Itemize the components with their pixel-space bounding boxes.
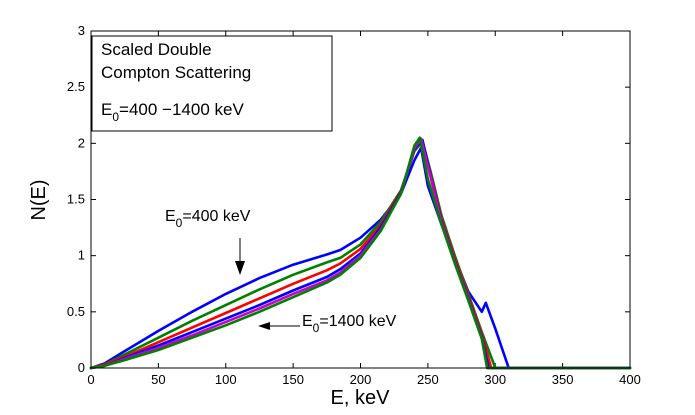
x-axis-label: E, keV (331, 387, 391, 409)
x-tick-label: 300 (484, 372, 506, 387)
arrow-down-icon (235, 261, 245, 275)
y-tick-label: 1 (78, 248, 85, 263)
legend-line-2: Compton Scattering (101, 63, 251, 82)
x-tick-label: 400 (619, 372, 641, 387)
y-tick-label: 3 (78, 23, 85, 38)
legend-line-1: Scaled Double (101, 40, 212, 59)
annotation-1400kev: E0=1400 keV (258, 313, 397, 335)
annotation-1400kev-prefix: E (302, 313, 313, 330)
x-tick-label: 150 (282, 372, 304, 387)
x-tick-label: 50 (151, 372, 165, 387)
annotation-400kev-label: E0=400 keV (165, 208, 251, 230)
x-tick-label: 100 (215, 372, 237, 387)
y-tick-label: 2 (78, 135, 85, 150)
y-tick-label: 0 (78, 360, 85, 375)
annotation-400kev-sub: 0 (176, 216, 183, 230)
y-axis-label: N(E) (28, 179, 50, 220)
series-line-6 (89, 136, 632, 370)
series-layer (89, 136, 632, 370)
annotation-400kev: E0=400 keV (165, 208, 251, 275)
legend-e-rest: =400 −1400 keV (119, 100, 244, 119)
arrow-left-icon (258, 322, 270, 330)
legend-energy-range: E0=400 −1400 keV (101, 100, 244, 124)
y-tick-label: 2.5 (67, 79, 85, 94)
annotation-400kev-rest: =400 keV (182, 208, 250, 225)
annotation-1400kev-label: E0=1400 keV (302, 313, 397, 335)
x-tick-label: 250 (417, 372, 439, 387)
y-tick-label: 0.5 (67, 304, 85, 319)
legend-box: Scaled Double Compton Scattering E0=400 … (91, 35, 333, 132)
x-tick-label: 350 (552, 372, 574, 387)
plot-frame (90, 30, 631, 369)
annotation-1400kev-rest: =1400 keV (319, 313, 396, 330)
legend-e-prefix: E (101, 100, 112, 119)
legend-box-frame (91, 35, 333, 132)
annotation-1400kev-sub: 0 (313, 321, 320, 335)
x-tick-label: 200 (350, 372, 372, 387)
annotation-400kev-prefix: E (165, 208, 176, 225)
tick-labels: 0 50 100 150 200 250 300 350 400 0 0.5 1 1.5 2 2.5 3 (67, 23, 641, 387)
legend-e-sub: 0 (112, 110, 119, 124)
x-tick-label: 0 (87, 372, 94, 387)
y-tick-label: 1.5 (67, 192, 85, 207)
